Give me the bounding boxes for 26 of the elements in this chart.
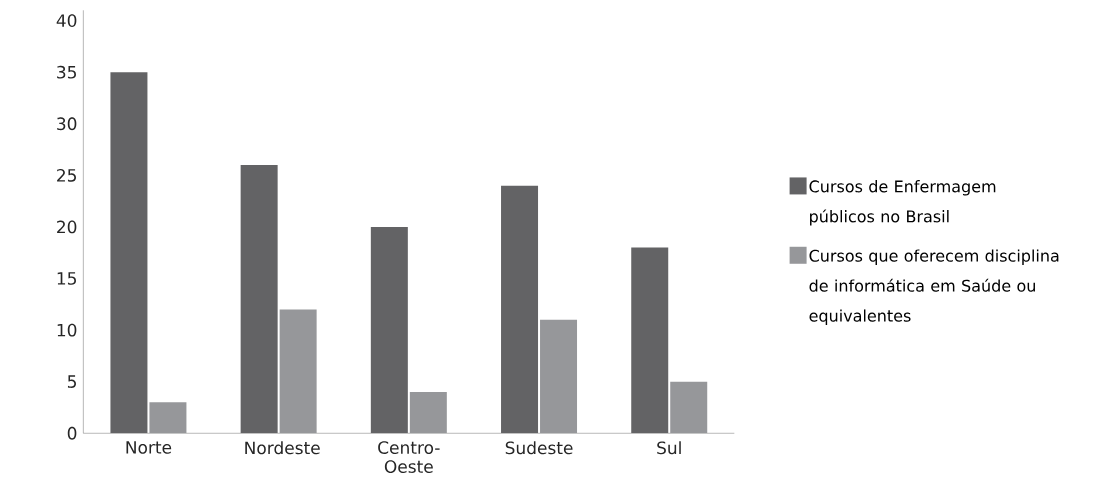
legend-label: Cursos que oferecem disciplina de informática em Saúde ou equivalentes bbox=[809, 249, 1059, 325]
y-tick-label: 30 bbox=[57, 117, 77, 131]
bar bbox=[631, 247, 669, 434]
bar bbox=[409, 392, 447, 434]
bar bbox=[279, 309, 317, 434]
y-tick-label: 40 bbox=[56, 14, 77, 28]
bar bbox=[540, 319, 578, 434]
x-tick-label: Norte bbox=[126, 441, 172, 454]
legend-label: Cursos de Enfermagem públicos no Brasil bbox=[809, 180, 996, 226]
bar bbox=[670, 381, 708, 434]
x-tick-label: Sul bbox=[657, 441, 681, 455]
bar bbox=[149, 402, 187, 434]
x-tick-label: Nordeste bbox=[245, 441, 320, 455]
bar bbox=[110, 72, 148, 434]
bar bbox=[501, 185, 539, 434]
y-tick-label: 0 bbox=[67, 426, 77, 440]
y-tick-label: 25 bbox=[57, 168, 76, 182]
y-tick-label: 15 bbox=[57, 272, 76, 285]
bar bbox=[370, 226, 408, 434]
x-tick-label: Sudeste bbox=[505, 441, 573, 455]
x-tick-label: Centro-Oeste bbox=[378, 441, 440, 473]
bar bbox=[240, 165, 278, 434]
y-tick-label: 5 bbox=[67, 375, 76, 388]
y-tick-label: 10 bbox=[57, 323, 77, 337]
y-tick-label: 20 bbox=[57, 220, 77, 234]
y-tick-label: 35 bbox=[57, 65, 76, 79]
